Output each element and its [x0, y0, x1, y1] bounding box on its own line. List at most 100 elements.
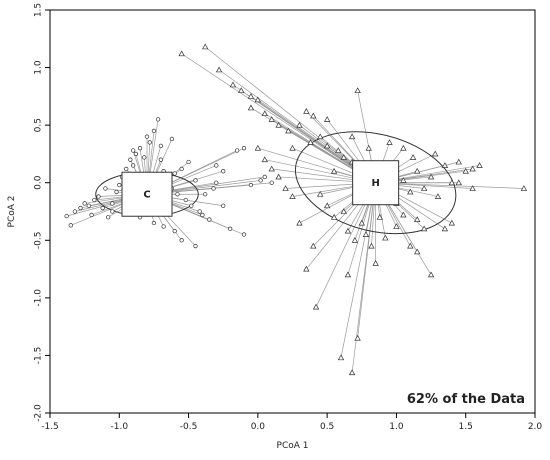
x-tick-label: -1.0: [111, 422, 129, 432]
spoke-line: [375, 182, 524, 189]
data-point: [285, 127, 292, 134]
data-point: [241, 232, 247, 237]
data-point: [340, 208, 347, 214]
x-tick-label: 0.0: [251, 422, 266, 432]
data-point: [400, 211, 407, 218]
data-point: [214, 180, 219, 185]
data-point: [310, 242, 317, 249]
data-point: [268, 116, 275, 122]
data-point: [186, 159, 191, 165]
x-tick-label: -1.5: [41, 422, 59, 432]
data-point: [193, 243, 198, 249]
data-point: [358, 219, 365, 226]
data-point: [432, 150, 439, 157]
data-point: [393, 223, 400, 229]
data-point: [268, 165, 275, 172]
y-tick-label: 1.0: [34, 60, 44, 75]
data-point: [296, 121, 303, 128]
data-point: [344, 271, 352, 278]
data-point: [400, 177, 407, 183]
data-point: [106, 215, 111, 220]
plot-frame: [49, 9, 536, 414]
y-tick-label: 1.5: [34, 3, 44, 17]
data-point: [172, 228, 177, 234]
centroid-box: [121, 171, 173, 217]
data-point: [365, 144, 372, 151]
data-point: [469, 165, 476, 172]
data-point: [335, 147, 342, 153]
y-tick-label: 0.0: [34, 175, 44, 190]
data-point: [340, 154, 347, 160]
x-tick-label: 1.0: [389, 422, 404, 432]
x-axis-label: PCoA 1: [277, 441, 309, 451]
data-coverage-annotation: 62% of the Data: [407, 392, 525, 407]
data-point: [407, 188, 414, 195]
data-point: [344, 227, 352, 234]
data-point: [261, 110, 268, 117]
data-point: [289, 144, 296, 151]
data-point: [64, 213, 69, 219]
data-point: [258, 178, 263, 183]
data-point: [183, 197, 188, 203]
data-point: [289, 193, 296, 199]
data-point: [354, 87, 361, 94]
data-point: [130, 163, 136, 168]
data-point: [200, 212, 205, 218]
data-point: [215, 66, 223, 73]
data-point: [214, 163, 219, 168]
data-point: [275, 173, 282, 180]
data-point: [376, 213, 383, 220]
centroid-label: C: [143, 190, 150, 201]
data-point: [68, 223, 73, 228]
data-point: [130, 148, 136, 153]
data-point: [151, 220, 157, 226]
data-point: [317, 190, 324, 197]
data-point: [323, 202, 331, 209]
x-tick-label: 2.0: [528, 422, 543, 432]
data-point: [172, 171, 177, 176]
data-point: [211, 186, 216, 191]
y-axis-label: PCoA 2: [7, 196, 17, 228]
axes-layer: -1.5 -1.0 -0.5 0.0 0.5 1.0 1.5 2.0-2.0-1.5-1.0-…: [34, 3, 543, 432]
data-point: [155, 117, 161, 122]
data-point: [238, 87, 245, 94]
data-point: [207, 217, 212, 222]
data-point: [476, 162, 483, 168]
data-point: [337, 354, 345, 361]
data-point: [427, 173, 435, 180]
data-point: [144, 134, 150, 139]
data-point: [248, 182, 254, 188]
data-point: [427, 271, 435, 278]
data-point: [469, 185, 476, 191]
data-point: [282, 185, 289, 191]
data-point: [455, 179, 462, 186]
x-tick-label: -0.5: [180, 422, 198, 432]
centroid-label: H: [371, 178, 379, 189]
data-point: [89, 212, 94, 218]
data-point: [147, 140, 152, 145]
data-point: [110, 209, 115, 214]
data-point: [96, 194, 101, 199]
data-point: [354, 334, 361, 341]
data-point: [520, 185, 528, 191]
data-point: [275, 121, 282, 128]
data-point: [78, 205, 83, 211]
data-point: [303, 108, 310, 114]
data-point: [203, 192, 208, 197]
data-point: [124, 166, 129, 172]
y-tick-label: -1.0: [34, 289, 44, 307]
data-point: [103, 186, 108, 191]
data-point: [110, 201, 115, 206]
data-point: [414, 167, 421, 174]
data-point: [86, 203, 91, 208]
spoke-line: [357, 182, 376, 339]
data-point: [434, 193, 442, 199]
data-point: [441, 162, 449, 168]
data-point: [72, 209, 78, 214]
centroids-layer: CH: [121, 160, 400, 217]
data-point: [161, 224, 166, 229]
data-point: [227, 226, 233, 231]
data-point: [247, 104, 255, 111]
data-point: [368, 242, 375, 249]
data-point: [312, 303, 320, 310]
